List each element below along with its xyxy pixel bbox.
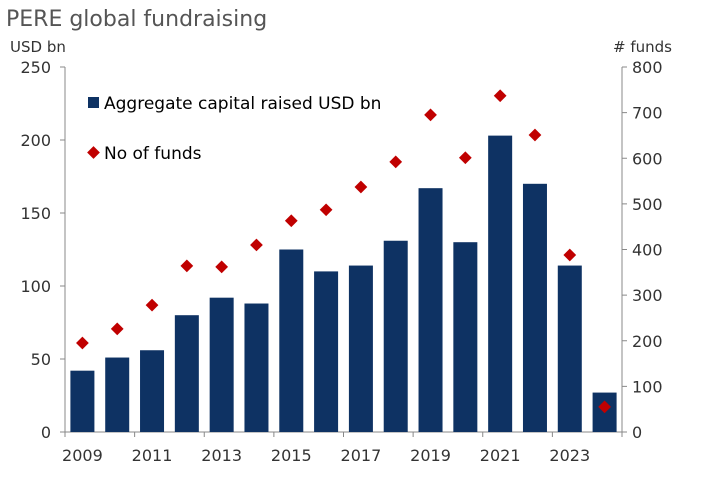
y2-tick-label: 600	[632, 149, 663, 168]
point-2023	[563, 248, 577, 262]
y2-tick-label: 500	[632, 195, 663, 214]
bar-2015	[279, 249, 304, 432]
bar-2009	[70, 370, 95, 432]
x-tick-label: 2009	[62, 446, 103, 465]
legend: Aggregate capital raised USD bn No of fu…	[87, 94, 381, 164]
y2-tick-label: 200	[632, 332, 663, 351]
y2-tick-label: 400	[632, 241, 663, 260]
y-tick-label: 250	[20, 58, 51, 77]
y-tick-label: 100	[20, 277, 51, 296]
bar-2022	[522, 183, 547, 432]
x-tick-label: 2013	[201, 446, 242, 465]
point-2017	[354, 180, 368, 194]
point-2019	[424, 108, 437, 122]
y-tick-label: 50	[31, 350, 51, 369]
legend-bar-label: Aggregate capital raised USD bn	[104, 94, 381, 114]
y2-tick-label: 0	[632, 423, 642, 442]
y-tick-label: 0	[41, 423, 51, 442]
bar-2014	[244, 303, 269, 432]
legend-diamond-label: No of funds	[104, 144, 202, 164]
y2-tick-label: 800	[632, 58, 663, 77]
point-2020	[458, 151, 472, 165]
x-tick-label: 2011	[132, 446, 173, 465]
point-2013	[215, 260, 229, 274]
point-2015	[284, 214, 298, 228]
point-2011	[145, 298, 159, 312]
y2-tick-label: 300	[632, 286, 663, 305]
legend-diamond-swatch	[87, 146, 100, 159]
x-tick-label: 2015	[271, 446, 312, 465]
point-2016	[319, 203, 333, 217]
point-2009	[76, 336, 89, 350]
point-2022	[528, 128, 542, 142]
bar-2018	[383, 240, 408, 432]
point-2018	[389, 155, 403, 169]
y2-axis-label: # funds	[613, 38, 672, 56]
legend-bar-swatch	[88, 97, 99, 108]
y-tick-label: 150	[20, 204, 51, 223]
y-tick-label: 200	[20, 131, 51, 150]
point-2014	[250, 238, 263, 252]
x-tick-label: 2021	[480, 446, 521, 465]
y2-tick-label: 700	[632, 104, 663, 123]
y2-tick-label: 100	[632, 377, 663, 396]
x-tick-label: 2019	[410, 446, 451, 465]
bar-2012	[174, 315, 199, 432]
bar-2021	[488, 135, 513, 432]
bar-2016	[314, 271, 339, 432]
bar-2020	[453, 242, 478, 432]
bar-2019	[418, 188, 443, 432]
chart-title: PERE global fundraising	[6, 7, 267, 32]
bar-2023	[557, 265, 582, 432]
point-2021	[493, 89, 507, 103]
bar-2010	[105, 357, 130, 432]
bar-2011	[140, 350, 165, 432]
bar-2013	[209, 297, 234, 432]
point-2010	[110, 322, 124, 336]
x-tick-label: 2017	[341, 446, 382, 465]
bar-2017	[348, 265, 373, 432]
x-tick-label: 2023	[549, 446, 590, 465]
y-axis-label: USD bn	[10, 38, 66, 56]
point-2012	[180, 259, 194, 273]
